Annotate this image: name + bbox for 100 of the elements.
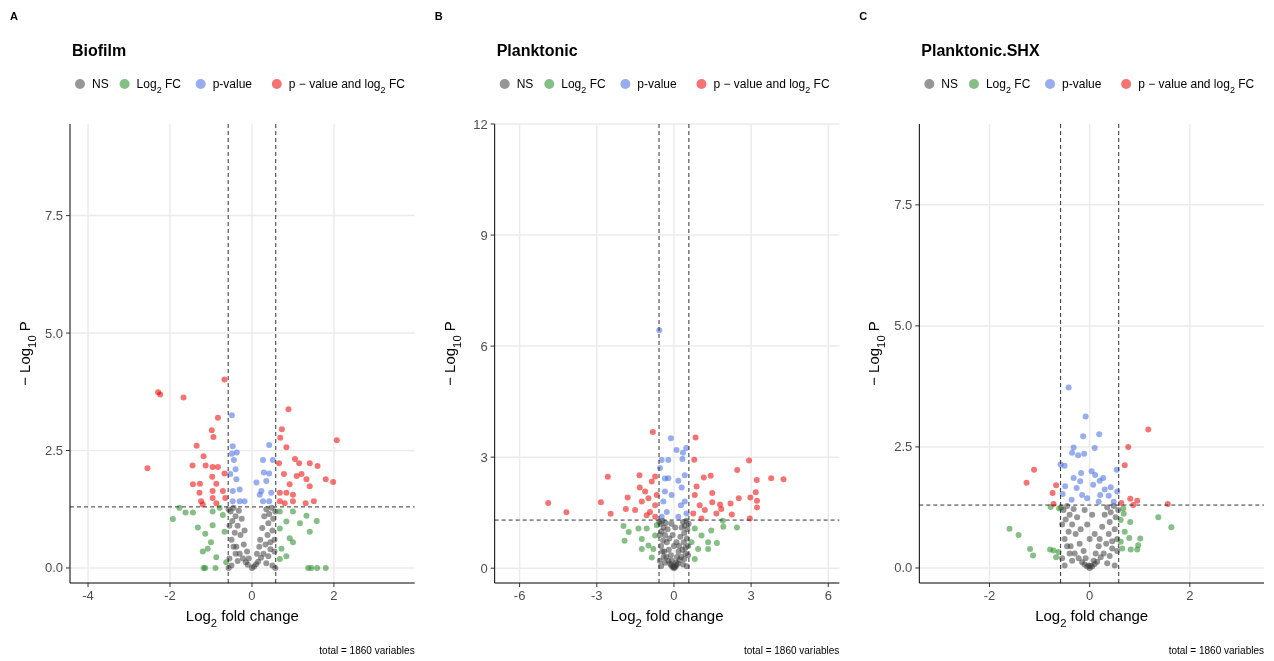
point (306, 483, 313, 490)
point (705, 539, 712, 546)
point (289, 539, 296, 546)
point (1125, 443, 1132, 450)
y-tick-label: 5.0 (44, 325, 63, 341)
point (241, 527, 248, 534)
point (752, 489, 759, 496)
point (253, 479, 260, 486)
point (754, 497, 761, 504)
point (189, 509, 196, 516)
point (1168, 524, 1175, 531)
point (276, 489, 283, 496)
point (665, 457, 672, 464)
point (262, 541, 269, 548)
point (302, 500, 309, 507)
legend-label: NS (516, 77, 534, 91)
point (202, 530, 209, 537)
point (270, 515, 277, 522)
point (1061, 462, 1068, 469)
text: B (434, 10, 443, 22)
point (679, 456, 686, 462)
x-tick-label: 0 (670, 588, 678, 603)
point (718, 505, 725, 512)
y-tick-label: 7.5 (44, 208, 63, 224)
point (1119, 545, 1126, 552)
point (303, 512, 310, 519)
legend-label: p-value (212, 77, 253, 91)
point (1077, 478, 1084, 485)
point (1127, 546, 1134, 553)
point (193, 442, 200, 449)
point (310, 498, 317, 505)
point (632, 507, 639, 514)
x-axis-title: Log$_{2}$ fold change (1035, 607, 1149, 629)
point (658, 457, 665, 464)
point (652, 532, 659, 539)
point (705, 545, 712, 552)
point (283, 489, 290, 496)
point (278, 426, 285, 433)
point (652, 502, 659, 509)
point (285, 406, 292, 413)
point (208, 427, 215, 434)
legend-label: p − value and log$_{2}$ FC (713, 77, 830, 95)
point (240, 541, 247, 548)
point (222, 494, 229, 501)
point (1053, 482, 1060, 489)
y-tick-label: 0.0 (894, 560, 913, 576)
point (182, 509, 189, 516)
point (691, 456, 698, 463)
point (269, 456, 276, 463)
point (668, 491, 675, 498)
point (286, 481, 293, 488)
point (1105, 492, 1112, 499)
point (234, 557, 241, 564)
point (622, 505, 629, 512)
point (214, 414, 221, 421)
point (709, 490, 716, 497)
point (169, 516, 176, 523)
point (196, 480, 203, 487)
point (735, 495, 742, 502)
point (209, 494, 216, 501)
point (267, 539, 274, 546)
point (266, 441, 273, 448)
point (189, 481, 196, 488)
point (720, 523, 727, 530)
point (260, 550, 267, 557)
point (233, 476, 240, 483)
point (283, 444, 290, 451)
point (283, 553, 290, 560)
point (728, 511, 735, 518)
point (1134, 546, 1141, 553)
point (734, 467, 741, 474)
point (1006, 525, 1013, 532)
point (213, 480, 220, 487)
point (232, 466, 239, 473)
point (1027, 546, 1034, 553)
legend-label: p − value and log$_{2}$ FC (288, 77, 406, 95)
x-tick-label: -4 (82, 588, 94, 603)
point (597, 499, 604, 506)
point (695, 545, 702, 552)
point (1101, 486, 1108, 493)
point (180, 394, 187, 401)
point (733, 524, 740, 531)
point (293, 472, 300, 479)
point (257, 536, 264, 543)
text: A (10, 10, 18, 22)
point (638, 545, 645, 552)
point (219, 487, 226, 494)
point (663, 508, 670, 515)
point (635, 525, 642, 532)
point (269, 527, 276, 534)
point (675, 513, 682, 520)
point (231, 529, 238, 536)
point (696, 502, 703, 509)
point (638, 498, 645, 505)
x-tick-label: -2 (983, 588, 996, 603)
point (1069, 449, 1076, 456)
point (1095, 498, 1102, 505)
point (276, 508, 283, 515)
point (645, 495, 652, 502)
point (701, 507, 708, 514)
